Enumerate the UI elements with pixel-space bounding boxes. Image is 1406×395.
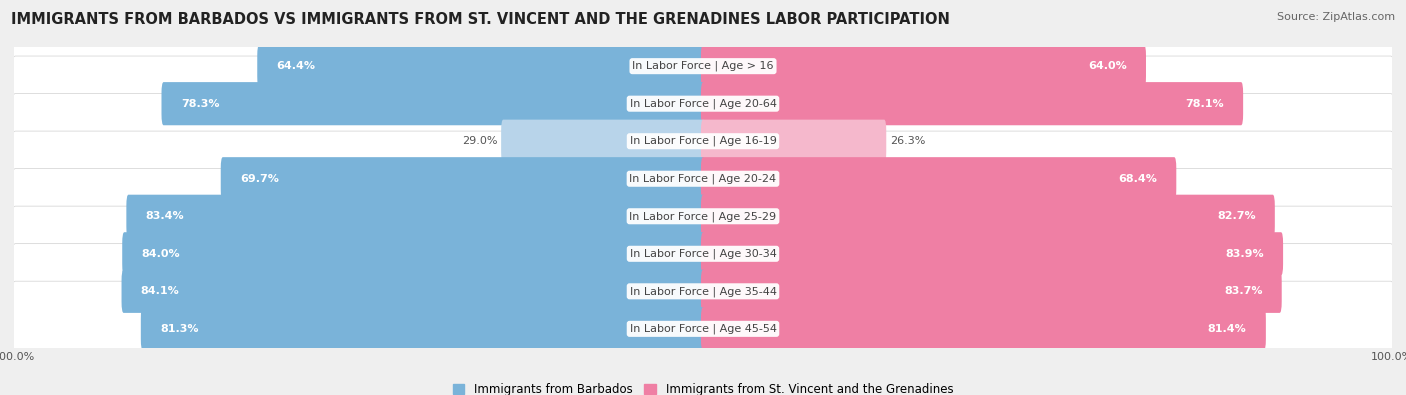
FancyBboxPatch shape	[127, 195, 704, 238]
FancyBboxPatch shape	[221, 157, 704, 200]
FancyBboxPatch shape	[702, 270, 1282, 313]
FancyBboxPatch shape	[702, 45, 1146, 88]
FancyBboxPatch shape	[121, 270, 704, 313]
Legend: Immigrants from Barbados, Immigrants from St. Vincent and the Grenadines: Immigrants from Barbados, Immigrants fro…	[453, 383, 953, 395]
Text: In Labor Force | Age 20-64: In Labor Force | Age 20-64	[630, 98, 776, 109]
FancyBboxPatch shape	[702, 157, 1177, 200]
Text: Source: ZipAtlas.com: Source: ZipAtlas.com	[1277, 12, 1395, 22]
FancyBboxPatch shape	[162, 82, 704, 125]
Text: In Labor Force | Age 45-54: In Labor Force | Age 45-54	[630, 324, 776, 334]
Text: 83.7%: 83.7%	[1223, 286, 1263, 296]
FancyBboxPatch shape	[702, 120, 886, 163]
FancyBboxPatch shape	[257, 45, 704, 88]
Text: 83.4%: 83.4%	[146, 211, 184, 221]
FancyBboxPatch shape	[10, 244, 1396, 339]
Text: In Labor Force | Age 20-24: In Labor Force | Age 20-24	[630, 173, 776, 184]
Text: 64.0%: 64.0%	[1088, 61, 1126, 71]
Text: In Labor Force | Age 30-34: In Labor Force | Age 30-34	[630, 248, 776, 259]
FancyBboxPatch shape	[702, 82, 1243, 125]
Text: 81.4%: 81.4%	[1208, 324, 1247, 334]
FancyBboxPatch shape	[141, 307, 704, 350]
Text: 83.9%: 83.9%	[1225, 249, 1264, 259]
Text: In Labor Force | Age > 16: In Labor Force | Age > 16	[633, 61, 773, 71]
Text: 68.4%: 68.4%	[1118, 174, 1157, 184]
Text: 29.0%: 29.0%	[463, 136, 498, 146]
FancyBboxPatch shape	[501, 120, 704, 163]
Text: 26.3%: 26.3%	[890, 136, 925, 146]
Text: In Labor Force | Age 25-29: In Labor Force | Age 25-29	[630, 211, 776, 222]
Text: 78.1%: 78.1%	[1185, 99, 1223, 109]
FancyBboxPatch shape	[10, 206, 1396, 301]
FancyBboxPatch shape	[10, 94, 1396, 189]
FancyBboxPatch shape	[10, 281, 1396, 376]
Text: 78.3%: 78.3%	[181, 99, 219, 109]
FancyBboxPatch shape	[122, 232, 704, 275]
Text: 84.0%: 84.0%	[142, 249, 180, 259]
FancyBboxPatch shape	[10, 169, 1396, 264]
FancyBboxPatch shape	[702, 232, 1284, 275]
FancyBboxPatch shape	[10, 56, 1396, 151]
Text: 84.1%: 84.1%	[141, 286, 180, 296]
FancyBboxPatch shape	[10, 19, 1396, 114]
Text: 69.7%: 69.7%	[240, 174, 278, 184]
FancyBboxPatch shape	[10, 131, 1396, 226]
Text: In Labor Force | Age 35-44: In Labor Force | Age 35-44	[630, 286, 776, 297]
FancyBboxPatch shape	[702, 195, 1275, 238]
Text: 81.3%: 81.3%	[160, 324, 198, 334]
Text: 82.7%: 82.7%	[1218, 211, 1256, 221]
Text: In Labor Force | Age 16-19: In Labor Force | Age 16-19	[630, 136, 776, 147]
Text: 64.4%: 64.4%	[277, 61, 315, 71]
Text: IMMIGRANTS FROM BARBADOS VS IMMIGRANTS FROM ST. VINCENT AND THE GRENADINES LABOR: IMMIGRANTS FROM BARBADOS VS IMMIGRANTS F…	[11, 12, 950, 27]
FancyBboxPatch shape	[702, 307, 1265, 350]
